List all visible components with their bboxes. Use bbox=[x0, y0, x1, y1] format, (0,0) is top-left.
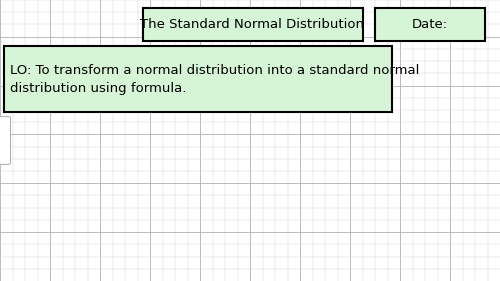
Text: LO: To transform a normal distribution into a standard normal
distribution using: LO: To transform a normal distribution i… bbox=[10, 64, 420, 95]
Bar bbox=[142, 8, 362, 41]
Bar bbox=[375, 8, 485, 41]
Text: The Standard Normal Distribution: The Standard Normal Distribution bbox=[140, 18, 364, 31]
FancyBboxPatch shape bbox=[0, 117, 10, 164]
Text: Date:: Date: bbox=[412, 18, 448, 31]
Bar bbox=[4, 46, 392, 112]
